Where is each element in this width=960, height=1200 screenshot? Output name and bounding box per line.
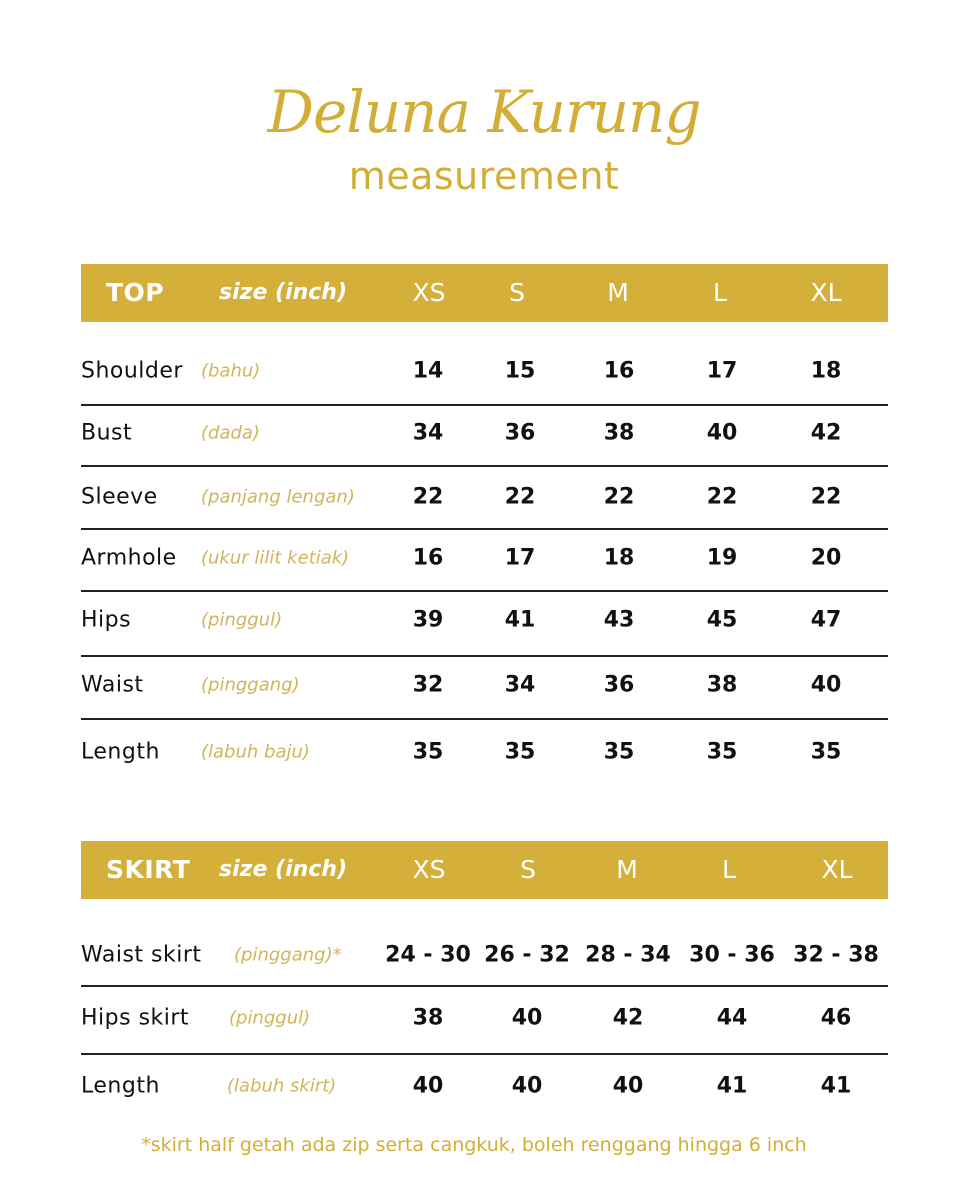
size-value: 22 bbox=[706, 484, 738, 510]
measurement-label: Bust bbox=[81, 420, 133, 446]
size-value: 44 bbox=[716, 1005, 748, 1031]
size-value: 20 bbox=[810, 545, 842, 571]
size-header-xs: XS bbox=[412, 855, 446, 884]
size-value: 40 bbox=[511, 1073, 543, 1099]
size-value: 42 bbox=[810, 420, 842, 446]
size-header-xl: XL bbox=[810, 278, 842, 307]
size-value: 40 bbox=[810, 672, 842, 698]
size-value: 39 bbox=[412, 607, 444, 633]
row-divider bbox=[81, 718, 888, 720]
measurement-label: Length bbox=[81, 739, 160, 765]
measurement-label: Length bbox=[81, 1073, 160, 1099]
size-value: 41 bbox=[820, 1073, 852, 1099]
size-header-s: S bbox=[509, 278, 525, 307]
row-divider bbox=[81, 590, 888, 592]
brand-title: Deluna Kurung bbox=[267, 78, 701, 146]
measurement-label: Waist skirt bbox=[81, 942, 202, 968]
size-value: 22 bbox=[603, 484, 635, 510]
size-value: 14 bbox=[412, 358, 444, 384]
size-value: 35 bbox=[706, 739, 738, 765]
top-header-band: TOP size (inch) XS S M L XL bbox=[81, 264, 888, 322]
size-value: 22 bbox=[810, 484, 842, 510]
size-value: 40 bbox=[511, 1005, 543, 1031]
size-value: 32 bbox=[412, 672, 444, 698]
size-value: 41 bbox=[504, 607, 536, 633]
row-divider bbox=[81, 1053, 888, 1055]
size-value: 47 bbox=[810, 607, 842, 633]
size-header-l: L bbox=[713, 278, 727, 307]
page-subtitle: measurement bbox=[348, 154, 620, 198]
size-value: 35 bbox=[504, 739, 536, 765]
row-divider bbox=[81, 985, 888, 987]
size-value: 35 bbox=[412, 739, 444, 765]
size-value: 35 bbox=[603, 739, 635, 765]
size-value: 22 bbox=[412, 484, 444, 510]
measurement-label: Waist bbox=[81, 672, 144, 698]
section-title: TOP bbox=[106, 278, 165, 307]
size-value: 38 bbox=[412, 1005, 444, 1031]
size-value: 24 - 30 bbox=[385, 942, 471, 968]
size-value: 30 - 36 bbox=[689, 942, 775, 968]
unit-label: size (inch) bbox=[219, 857, 348, 882]
size-header-m: M bbox=[607, 278, 629, 307]
malay-translation: (panjang lengan) bbox=[201, 486, 355, 508]
size-value: 42 bbox=[612, 1005, 644, 1031]
size-value: 28 - 34 bbox=[585, 942, 671, 968]
malay-translation: (pinggul) bbox=[201, 609, 283, 631]
row-divider bbox=[81, 655, 888, 657]
size-value: 43 bbox=[603, 607, 635, 633]
measurement-label: Shoulder bbox=[81, 358, 183, 384]
size-value: 32 - 38 bbox=[793, 942, 879, 968]
size-value: 38 bbox=[603, 420, 635, 446]
size-value: 46 bbox=[820, 1005, 852, 1031]
size-value: 18 bbox=[603, 545, 635, 571]
size-value: 38 bbox=[706, 672, 738, 698]
malay-translation: (pinggang)* bbox=[234, 944, 342, 966]
malay-translation: (ukur lilit ketiak) bbox=[201, 547, 350, 569]
size-header-xs: XS bbox=[412, 278, 446, 307]
size-value: 36 bbox=[603, 672, 635, 698]
malay-translation: (labuh skirt) bbox=[227, 1075, 337, 1097]
size-value: 15 bbox=[504, 358, 536, 384]
malay-translation: (bahu) bbox=[201, 360, 261, 382]
size-value: 19 bbox=[706, 545, 738, 571]
malay-translation: (pinggul) bbox=[229, 1007, 311, 1029]
size-value: 18 bbox=[810, 358, 842, 384]
malay-translation: (dada) bbox=[201, 422, 260, 444]
size-value: 34 bbox=[412, 420, 444, 446]
size-value: 17 bbox=[706, 358, 738, 384]
size-header-s: S bbox=[520, 855, 536, 884]
size-value: 41 bbox=[716, 1073, 748, 1099]
measurement-label: Armhole bbox=[81, 545, 177, 571]
size-value: 17 bbox=[504, 545, 536, 571]
size-value: 45 bbox=[706, 607, 738, 633]
size-value: 26 - 32 bbox=[484, 942, 570, 968]
measurement-label: Sleeve bbox=[81, 484, 158, 510]
size-value: 16 bbox=[412, 545, 444, 571]
section-title: SKIRT bbox=[106, 855, 191, 884]
size-header-xl: XL bbox=[821, 855, 853, 884]
row-divider bbox=[81, 404, 888, 406]
size-value: 40 bbox=[412, 1073, 444, 1099]
size-value: 36 bbox=[504, 420, 536, 446]
footnote: *skirt half getah ada zip serta cangkuk,… bbox=[141, 1134, 807, 1156]
size-value: 40 bbox=[706, 420, 738, 446]
row-divider bbox=[81, 465, 888, 467]
row-divider bbox=[81, 528, 888, 530]
unit-label: size (inch) bbox=[219, 280, 348, 305]
size-value: 34 bbox=[504, 672, 536, 698]
size-header-m: M bbox=[616, 855, 638, 884]
size-header-l: L bbox=[722, 855, 736, 884]
measurement-label: Hips skirt bbox=[81, 1005, 190, 1031]
measurement-label: Hips bbox=[81, 607, 132, 633]
size-value: 40 bbox=[612, 1073, 644, 1099]
size-value: 35 bbox=[810, 739, 842, 765]
malay-translation: (pinggang) bbox=[201, 674, 300, 696]
size-value: 22 bbox=[504, 484, 536, 510]
skirt-header-band: SKIRT size (inch) XS S M L XL bbox=[81, 841, 888, 899]
size-value: 16 bbox=[603, 358, 635, 384]
malay-translation: (labuh baju) bbox=[201, 741, 310, 763]
